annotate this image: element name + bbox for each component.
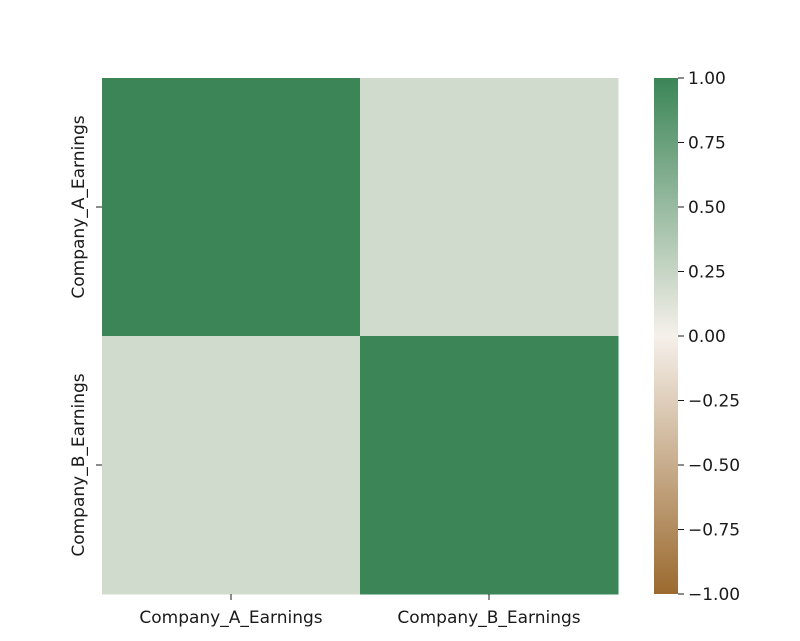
y-tick-label: Company_B_Earnings (69, 373, 89, 556)
y-axis: Company_A_Earnings Company_B_Earnings (69, 115, 102, 557)
x-axis: Company_A_Earnings Company_B_Earnings (139, 594, 581, 628)
y-tick-label: Company_A_Earnings (69, 115, 89, 298)
colorbar-tick-label: −0.25 (688, 392, 740, 412)
heatmap-cell-r1-c0 (102, 336, 361, 595)
heatmap-cells (102, 78, 619, 595)
heatmap-cell-r1-c1 (360, 336, 619, 595)
colorbar (654, 78, 678, 594)
colorbar-tick-label: −1.00 (688, 585, 740, 605)
x-tick-label: Company_B_Earnings (397, 608, 580, 628)
colorbar-tick-label: 0.50 (688, 198, 726, 218)
colorbar-tick-label: −0.50 (688, 456, 740, 476)
heatmap-cell-r0-c0 (102, 78, 361, 337)
colorbar-tick-label: −0.75 (688, 521, 740, 541)
colorbar-tick-label: 0.00 (688, 327, 726, 347)
colorbar-axis: 1.00 0.75 0.50 0.25 0.00 −0.25 −0.50 −0.75 −1.00 (678, 69, 740, 605)
x-tick-label: Company_A_Earnings (139, 608, 322, 628)
colorbar-tick-label: 1.00 (688, 69, 726, 89)
heatmap-cell-r0-c1 (360, 78, 619, 337)
colorbar-tick-label: 0.25 (688, 263, 726, 283)
colorbar-tick-label: 0.75 (688, 134, 726, 154)
